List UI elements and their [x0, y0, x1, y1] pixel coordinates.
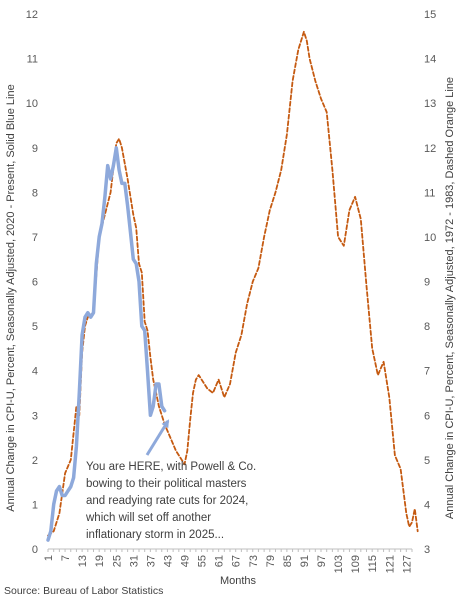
y-tick-left: 12 — [26, 9, 38, 21]
x-tick-label: 73 — [248, 555, 260, 567]
x-tick-label: 91 — [299, 555, 311, 567]
y-tick-right: 8 — [424, 321, 430, 333]
x-tick-label: 55 — [197, 555, 209, 567]
x-tick-label: 115 — [367, 555, 379, 573]
y-axis-right-title: Annual Change in CPI-U, Percent, Seasona… — [444, 77, 456, 519]
x-tick-label: 121 — [384, 555, 396, 573]
y-tick-right: 3 — [424, 544, 430, 556]
right-y-axis: 3 4 5 6 7 8 9 10 11 12 13 14 15 — [424, 9, 436, 556]
x-tick-label: 103 — [333, 555, 345, 573]
y-tick-left: 5 — [32, 321, 38, 333]
y-tick-left: 0 — [32, 544, 38, 556]
y-tick-left: 6 — [32, 277, 38, 289]
y-tick-right: 5 — [424, 455, 430, 467]
y-tick-right: 14 — [424, 54, 436, 66]
x-axis: 1 7 13 19 25 31 37 43 49 55 61 67 73 79 85 91 97 103 109 11… — [43, 548, 413, 573]
x-tick-label: 7 — [60, 555, 72, 561]
y-tick-right: 4 — [424, 499, 430, 511]
x-tick-label: 61 — [214, 555, 226, 567]
x-tick-label: 97 — [316, 555, 328, 567]
y-tick-right: 11 — [424, 187, 435, 199]
annotation-arrow — [145, 419, 170, 456]
series-layer — [46, 30, 419, 542]
x-tick-label: 79 — [265, 555, 277, 567]
x-tick-label: 127 — [401, 555, 413, 573]
x-tick-label: 37 — [145, 555, 157, 567]
y-tick-right: 6 — [424, 410, 430, 422]
y-tick-right: 13 — [424, 98, 436, 110]
y-tick-right: 12 — [424, 143, 436, 155]
y-tick-left: 10 — [26, 98, 38, 110]
x-tick-label: 25 — [111, 555, 123, 567]
annotation: You are HERE, with Powell & Co. bowing t… — [85, 419, 256, 541]
y-tick-left: 2 — [32, 455, 38, 467]
series-line-orange-dashed — [47, 30, 419, 537]
x-tick-label: 13 — [77, 555, 89, 567]
y-tick-left: 9 — [32, 143, 38, 155]
series-line-blue-solid — [46, 146, 167, 542]
y-tick-right: 15 — [424, 9, 436, 21]
y-tick-left: 3 — [32, 410, 38, 422]
x-tick-label: 1 — [43, 555, 55, 561]
annotation-line: inflationary storm in 2025... — [86, 529, 224, 541]
annotation-line: and readying rate cuts for 2024, — [86, 495, 248, 507]
y-tick-left: 7 — [32, 232, 38, 244]
x-tick-label: 43 — [162, 555, 174, 567]
x-tick-label: 49 — [180, 555, 192, 567]
y-tick-left: 4 — [32, 366, 38, 378]
y-tick-left: 8 — [32, 187, 38, 199]
x-axis-title: Months — [220, 575, 257, 587]
y-tick-left: 11 — [27, 54, 38, 66]
x-tick-label: 31 — [128, 555, 140, 567]
y-axis-left-title: Annual Change in CPI-U, Percent, Seasona… — [5, 84, 17, 511]
y-tick-right: 10 — [424, 232, 436, 244]
x-tick-label: 109 — [350, 555, 362, 573]
x-tick-label: 19 — [94, 555, 106, 567]
y-tick-left: 1 — [32, 499, 38, 511]
y-tick-right: 7 — [424, 366, 430, 378]
annotation-line: You are HERE, with Powell & Co. — [86, 461, 256, 473]
y-tick-right: 9 — [424, 277, 430, 289]
x-tick-label: 85 — [282, 555, 294, 567]
x-tick-label: 67 — [231, 555, 243, 567]
annotation-line: bowing to their political masters — [86, 478, 247, 490]
annotation-line: which will set off another — [85, 512, 211, 524]
source-note: Source: Bureau of Labor Statistics — [4, 585, 164, 597]
